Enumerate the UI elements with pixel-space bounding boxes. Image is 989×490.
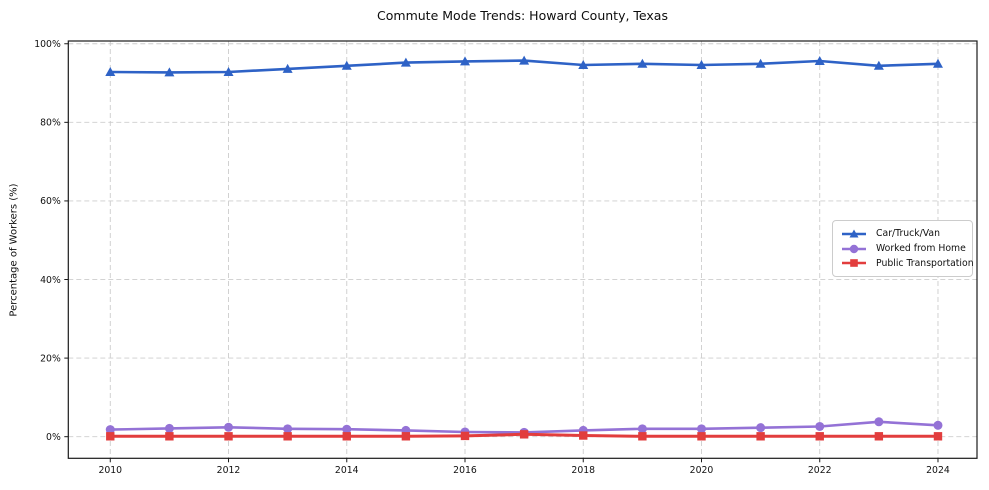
markers-public-transportation bbox=[106, 430, 943, 441]
legend-circle-marker-icon bbox=[842, 244, 866, 253]
y-tick-label: 100% bbox=[34, 39, 61, 50]
y-tick-label: 0% bbox=[46, 432, 61, 443]
x-tick-label: 2014 bbox=[335, 465, 359, 476]
axis-tick-labels: 2010 2012 2014 2016 2018 2020 2022 2024 0% 20% 40%… bbox=[34, 39, 950, 476]
y-tick-label: 20% bbox=[40, 353, 61, 364]
x-tick-label: 2010 bbox=[98, 465, 122, 476]
y-tick-label: 80% bbox=[40, 118, 61, 129]
x-tick-label: 2020 bbox=[690, 465, 714, 476]
chart-title: Commute Mode Trends: Howard County, Texa… bbox=[377, 8, 668, 23]
axis-ticks bbox=[64, 43, 939, 463]
legend-entry-worked-from-home: Worked from Home bbox=[841, 242, 966, 255]
legend-label: Car/Truck/Van bbox=[876, 228, 941, 240]
legend-entry-public-transportation: Public Transportation bbox=[841, 257, 974, 269]
y-tick-label: 60% bbox=[40, 196, 61, 207]
y-tick-label: 40% bbox=[40, 275, 61, 286]
x-tick-label: 2012 bbox=[217, 465, 241, 476]
series-car-truck-van bbox=[105, 55, 943, 77]
legend: Car/Truck/Van Worked from Home Public Tran… bbox=[832, 220, 974, 277]
series-public-transportation bbox=[106, 430, 943, 441]
markers-car-truck-van bbox=[105, 55, 943, 77]
legend-label: Worked from Home bbox=[876, 242, 966, 254]
x-tick-label: 2016 bbox=[453, 465, 477, 476]
legend-square-marker-icon bbox=[842, 259, 866, 268]
legend-label: Public Transportation bbox=[876, 257, 974, 269]
x-tick-label: 2018 bbox=[571, 465, 595, 476]
x-tick-label: 2024 bbox=[926, 465, 950, 476]
x-tick-label: 2022 bbox=[808, 465, 832, 476]
plot-border bbox=[67, 40, 978, 459]
legend-entry-car-truck-van: Car/Truck/Van bbox=[841, 228, 964, 240]
legend-triangle-marker-icon bbox=[842, 229, 866, 238]
